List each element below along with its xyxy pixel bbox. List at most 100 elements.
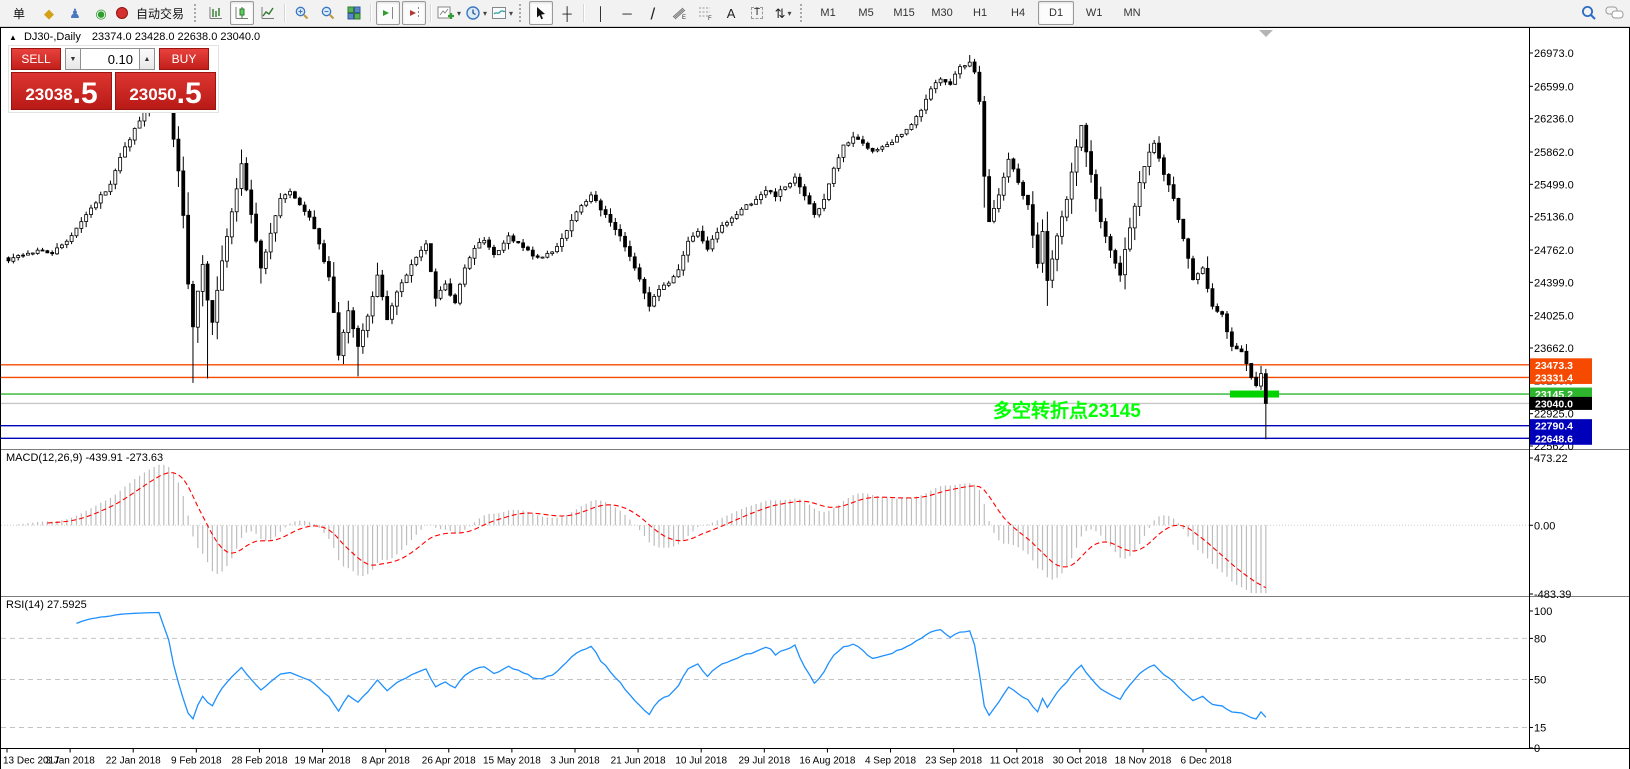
pivot-annotation[interactable]: 多空转折点23145: [993, 401, 1141, 422]
timeframe-h1[interactable]: H1: [973, 7, 988, 19]
volume-input[interactable]: [81, 48, 139, 70]
bear-candle: [802, 186, 807, 197]
bar-chart-icon[interactable]: [204, 1, 228, 25]
bull-candle: [467, 257, 472, 269]
bear-candle: [1254, 376, 1259, 386]
bull-candle: [962, 65, 967, 68]
toolbar-grip[interactable]: [800, 4, 805, 22]
bear-candle: [1239, 348, 1244, 353]
timeframe-m30[interactable]: M30: [931, 7, 953, 19]
buy-button[interactable]: BUY: [159, 48, 209, 70]
bear-candle: [608, 214, 613, 223]
sell-price-main: 23038: [25, 85, 73, 104]
chat-icon[interactable]: [1603, 1, 1627, 25]
timeframe-w1[interactable]: W1: [1085, 7, 1103, 19]
toolbar-grip[interactable]: [194, 4, 199, 22]
autotrading-button[interactable]: 自动交易: [115, 1, 189, 25]
text-icon[interactable]: A: [726, 5, 736, 21]
collapse-marker-icon[interactable]: ▲: [9, 33, 17, 42]
bear-candle: [351, 310, 356, 330]
buy-price-button[interactable]: 23050.5: [115, 72, 216, 110]
pivot-highlight-rect[interactable]: [1230, 390, 1279, 398]
bull-candle: [1001, 176, 1006, 196]
bull-candle: [953, 73, 958, 85]
templates-icon[interactable]: ▾: [490, 1, 514, 25]
bull-candle: [899, 133, 904, 137]
bear-candle: [492, 246, 496, 256]
bull-candle: [1137, 182, 1142, 208]
svg-text:E: E: [682, 15, 686, 21]
bull-candle: [1060, 216, 1064, 237]
trendline-icon[interactable]: /: [650, 3, 656, 23]
new-order-button[interactable]: 单: [12, 6, 25, 21]
macd-tick-label: -483.39: [1534, 589, 1571, 601]
bull-candle: [409, 264, 414, 276]
bull-candle: [79, 221, 84, 229]
bear-candle: [856, 136, 860, 140]
bear-candle: [1225, 313, 1229, 333]
timeframe-m5[interactable]: M5: [858, 7, 874, 19]
cursor-icon[interactable]: [529, 1, 554, 25]
candlestick-chart-icon[interactable]: [230, 1, 255, 25]
search-icon[interactable]: [1577, 1, 1601, 25]
time-axis[interactable]: [1, 748, 1629, 769]
bull-candle: [137, 120, 142, 129]
vertical-line-icon[interactable]: │: [597, 5, 606, 21]
tile-windows-icon[interactable]: [342, 1, 366, 25]
one-click-trade-panel: SELL ▼ ▲ BUY 23038.5 23050.5: [9, 46, 218, 112]
bull-candle: [589, 194, 593, 202]
toolbar-grip[interactable]: [519, 4, 524, 22]
sell-price-button[interactable]: 23038.5: [11, 72, 112, 110]
volume-decrease-button[interactable]: ▼: [65, 48, 81, 70]
bull-candle: [836, 157, 841, 169]
chart-canvas: 26973.0 26599.0 26236.0 25862.0 25499.0 25136…: [1, 28, 1629, 768]
bear-candle: [327, 261, 331, 278]
price-tick-label: 26236.0: [1534, 114, 1574, 126]
bull-candle: [360, 329, 365, 347]
fibonacci-icon[interactable]: F: [693, 1, 717, 25]
chart-shift-icon[interactable]: [402, 1, 427, 25]
chart-plot-area[interactable]: [1, 28, 1529, 749]
bull-candle: [793, 176, 797, 184]
bull-candle: [443, 283, 448, 291]
bear-candle: [1249, 363, 1254, 378]
bull-candle: [64, 240, 69, 246]
bull-candle: [1128, 227, 1132, 250]
price-tick-label: 25136.0: [1534, 212, 1574, 224]
bull-candle: [875, 149, 880, 152]
date-label: 13 Dec 2017: [3, 756, 60, 767]
bull-candle: [569, 219, 574, 232]
bear-candle: [453, 294, 458, 304]
zoom-in-icon[interactable]: [290, 1, 314, 25]
text-label-icon[interactable]: T: [745, 1, 769, 25]
crosshair-icon[interactable]: ┼: [562, 5, 572, 21]
timeframe-h4[interactable]: H4: [1011, 7, 1026, 19]
data-window-icon[interactable]: ◉: [95, 5, 107, 21]
bull-candle: [749, 203, 754, 206]
bear-candle: [1210, 288, 1215, 307]
indicators-icon[interactable]: ▾: [436, 1, 462, 25]
auto-scroll-icon[interactable]: [376, 1, 401, 25]
channel-icon[interactable]: E: [667, 1, 691, 25]
timeframe-d1[interactable]: D1: [1038, 1, 1075, 25]
bull-candle: [1132, 205, 1137, 229]
timeframe-mn[interactable]: MN: [1123, 7, 1141, 19]
periods-icon[interactable]: ▾: [464, 1, 488, 25]
sell-button[interactable]: SELL: [11, 48, 61, 70]
current-price-label-bg: [1530, 396, 1592, 410]
bull-candle: [458, 283, 462, 304]
line-chart-icon[interactable]: [256, 1, 280, 25]
timeframe-m1[interactable]: M1: [820, 7, 836, 19]
bear-candle: [181, 170, 186, 216]
timeframe-m15[interactable]: M15: [893, 7, 915, 19]
chart-shift-marker[interactable]: [1259, 30, 1273, 37]
charts-icon[interactable]: ◆: [44, 5, 54, 21]
bear-candle: [526, 246, 530, 251]
navigator-icon[interactable]: ♟: [69, 5, 81, 21]
volume-increase-button[interactable]: ▲: [139, 48, 155, 70]
bull-candle: [69, 235, 74, 242]
horizontal-line-icon[interactable]: ─: [622, 5, 632, 21]
rsi-tick-label: 0: [1534, 743, 1540, 755]
zoom-out-icon[interactable]: [316, 1, 340, 25]
arrows-icon[interactable]: ⇅ ▾: [774, 5, 792, 21]
